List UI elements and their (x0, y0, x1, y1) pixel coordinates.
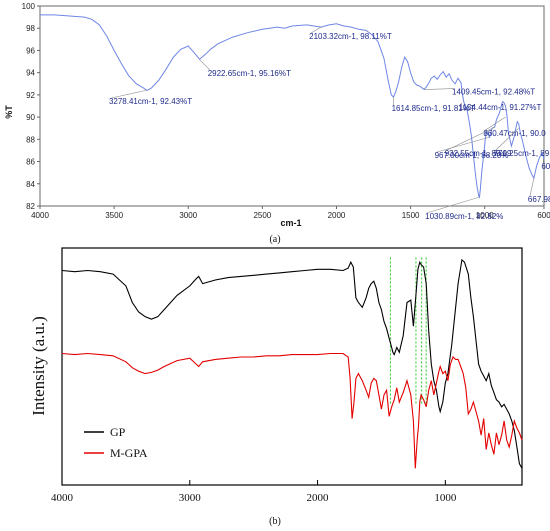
y-tick-label: 98 (26, 24, 35, 33)
annotation-label: 1614.85cm-1, 91.81%T (392, 104, 475, 113)
annotation-label: 932.55cm-1, 89.09 (445, 149, 512, 158)
y-tick-label: 88 (26, 135, 35, 144)
legend-mgpa-label: M-GPA (110, 446, 148, 460)
panel-a-x-ticks: 4000 3500 3000 2500 2000 1500 1000 600 (31, 206, 550, 220)
y-tick-label: 94 (26, 69, 35, 78)
annotation-label: 1154.44cm-1, 91.27%T (459, 103, 542, 112)
annotation-leader (427, 196, 481, 214)
panel-b-plot-frame (61, 247, 523, 486)
panel-b-mgpa-line (61, 352, 523, 469)
panel-a-spectrum-line (40, 14, 545, 199)
annotation-leader (529, 178, 535, 197)
panel-b: 4000 3000 2000 1000 Intensity (a.u.) GP M-G… (29, 247, 523, 527)
panel-b-caption: (b) (269, 516, 281, 527)
panel-a-annotations: 3278.41cm-1, 92.43%T 2922.65cm-1, 95.16%T… (109, 26, 550, 221)
panel-a-x-axis-label: cm-1 (280, 218, 301, 228)
annotation-leader (311, 26, 322, 34)
y-tick-label: 96 (26, 46, 35, 55)
x-tick-label: 1000 (476, 211, 494, 220)
x-tick-label: 2500 (253, 211, 271, 220)
x-tick-label: 4000 (31, 211, 49, 220)
annotation-leader (199, 59, 210, 70)
annotation-label: 667.98cm (528, 195, 550, 204)
annotation-label: 967.00cm-1, 88.20% (435, 151, 509, 160)
x-tick-label: 4000 (51, 492, 74, 504)
panel-a-caption: (a) (269, 234, 280, 245)
annotation-leader (446, 126, 495, 151)
panel-b-legend: GP M-GPA (84, 425, 148, 460)
annotation-label: 2103.32cm-1, 98.11%T (309, 32, 392, 41)
annotation-label: 771.25cm-1, 89.0 (494, 149, 550, 158)
panel-b-x-ticks: 4000 3000 2000 1000 (51, 480, 457, 504)
x-tick-label: 3500 (105, 211, 123, 220)
panel-a-plot-frame (39, 5, 545, 207)
y-tick-label: 86 (26, 158, 35, 167)
x-tick-label: 600 (537, 211, 550, 220)
panel-a: 82 84 86 88 90 92 94 96 98 100 4000 3500 3000 2500 20… (4, 2, 550, 245)
x-tick-label: 3000 (179, 492, 202, 504)
y-tick-label: 90 (26, 113, 35, 122)
annotation-label: 860.47cm-1, 90.0 (483, 129, 546, 138)
x-tick-label: 2000 (328, 211, 346, 220)
annotation-leader (436, 136, 490, 153)
annotation-leader (485, 116, 506, 131)
legend-gp-label: GP (110, 425, 126, 439)
annotation-leader (110, 89, 148, 99)
x-tick-label: 1500 (402, 211, 420, 220)
y-tick-label: 84 (26, 180, 35, 189)
annotation-label: 3278.41cm-1, 92.43%T (109, 97, 192, 106)
y-tick-label: 82 (26, 202, 35, 211)
panel-b-y-axis-label: Intensity (a.u.) (29, 316, 48, 416)
panel-a-y-ticks: 82 84 86 88 90 92 94 96 98 100 (22, 2, 40, 211)
annotation-leader (495, 128, 519, 151)
annotation-label: 1409.45cm-1, 92.48%T (452, 88, 535, 97)
annotation-leader (424, 88, 455, 90)
x-tick-label: 3000 (179, 211, 197, 220)
annotation-label: 2922.65cm-1, 95.16%T (208, 69, 291, 78)
annotation-label: 604.54c (541, 162, 550, 171)
y-tick-label: 92 (26, 91, 35, 100)
annotation-label: 1030.89cm-1, 82.82% (425, 212, 503, 221)
panel-a-y-axis-label: %T (4, 105, 14, 119)
x-tick-label: 1000 (434, 492, 457, 504)
annotation-leader (460, 102, 463, 105)
y-tick-label: 100 (22, 2, 36, 11)
panel-b-gp-line (61, 258, 523, 469)
x-tick-label: 2000 (307, 492, 330, 504)
